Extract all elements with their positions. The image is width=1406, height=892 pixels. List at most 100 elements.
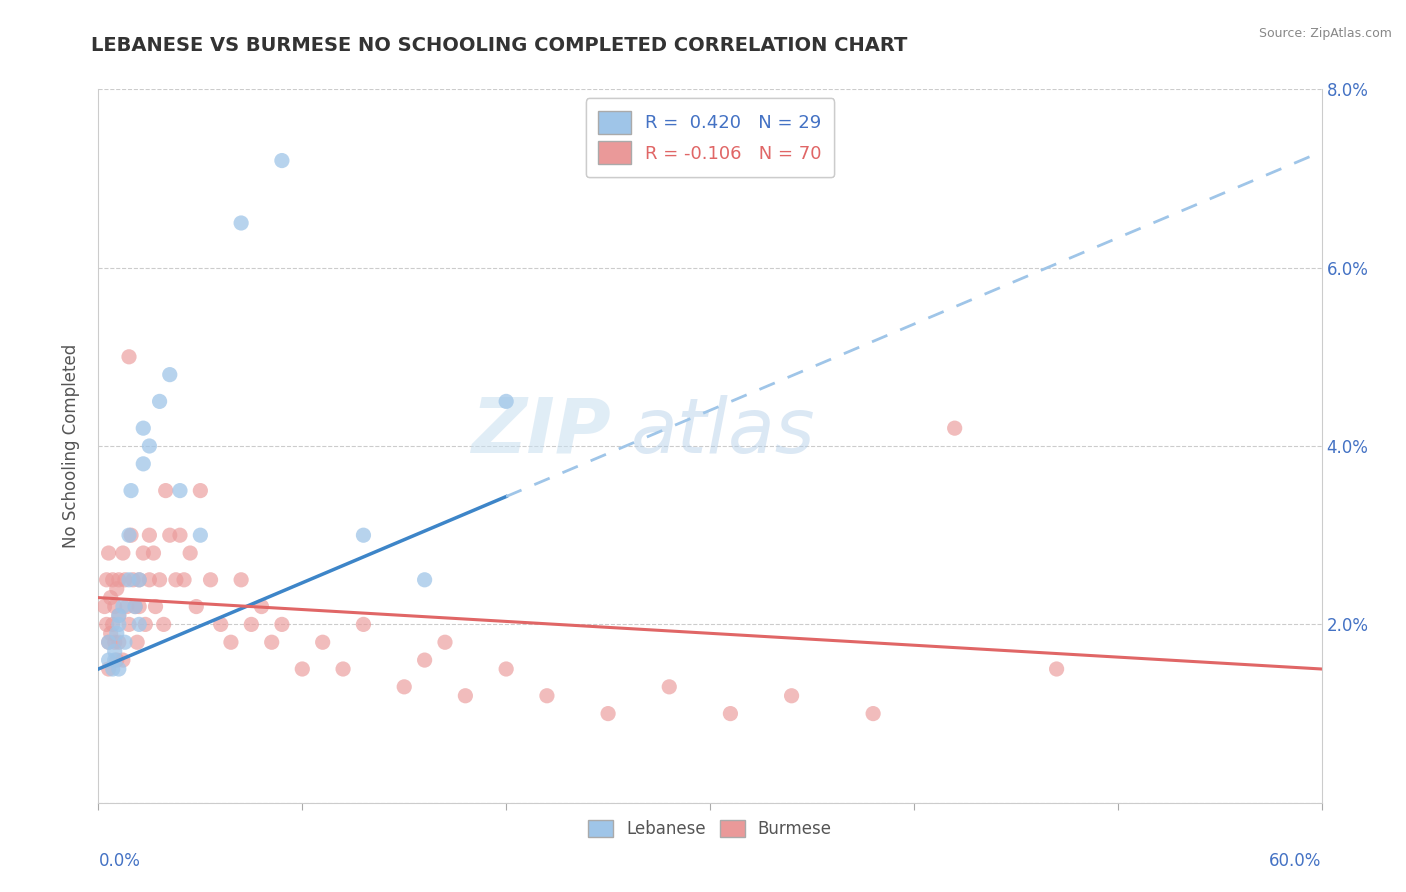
Point [96, 617, 118, 632]
Point [413, 653, 436, 667]
Point [188, 528, 212, 542]
Point [134, 617, 156, 632]
Point [149, 573, 172, 587]
Point [120, 483, 142, 498]
Y-axis label: No Schooling Completed: No Schooling Completed [62, 344, 80, 548]
Point [188, 483, 212, 498]
Point [270, 617, 294, 632]
Point [862, 706, 884, 721]
Point [250, 599, 273, 614]
Point [231, 573, 253, 587]
Point [152, 617, 174, 632]
Point [124, 599, 146, 614]
Point [93, 599, 115, 614]
Point [108, 573, 131, 587]
Point [104, 644, 127, 658]
Text: ZIP: ZIP [472, 395, 612, 468]
Point [219, 635, 242, 649]
Point [159, 528, 181, 542]
Point [115, 599, 138, 614]
Point [173, 573, 195, 587]
Text: Source: ZipAtlas.com: Source: ZipAtlas.com [1258, 27, 1392, 40]
Point [142, 546, 165, 560]
Point [780, 689, 803, 703]
Point [270, 153, 294, 168]
Point [169, 483, 191, 498]
Point [149, 394, 172, 409]
Point [536, 689, 558, 703]
Point [101, 617, 124, 632]
Point [132, 421, 155, 435]
Point [128, 573, 150, 587]
Point [124, 599, 146, 614]
Point [332, 662, 354, 676]
Point [132, 457, 155, 471]
Point [128, 599, 150, 614]
Point [138, 573, 160, 587]
Point [291, 662, 314, 676]
Point [111, 599, 134, 614]
Point [120, 528, 142, 542]
Point [111, 546, 134, 560]
Point [312, 635, 335, 649]
Point [186, 599, 208, 614]
Point [104, 599, 127, 614]
Point [159, 368, 181, 382]
Point [104, 653, 127, 667]
Point [231, 216, 253, 230]
Point [108, 608, 131, 623]
Point [598, 706, 620, 721]
Legend: Lebanese, Burmese: Lebanese, Burmese [582, 813, 838, 845]
Point [97, 662, 120, 676]
Point [138, 439, 160, 453]
Point [128, 617, 150, 632]
Point [495, 394, 517, 409]
Text: 60.0%: 60.0% [1270, 852, 1322, 870]
Point [658, 680, 681, 694]
Point [101, 662, 124, 676]
Point [200, 573, 222, 587]
Point [155, 483, 177, 498]
Point [101, 573, 124, 587]
Point [105, 582, 128, 596]
Point [260, 635, 283, 649]
Point [97, 635, 120, 649]
Point [179, 546, 201, 560]
Point [105, 653, 128, 667]
Point [97, 546, 120, 560]
Point [108, 635, 131, 649]
Point [97, 635, 120, 649]
Point [108, 662, 131, 676]
Point [100, 626, 122, 640]
Point [165, 573, 187, 587]
Point [122, 573, 145, 587]
Point [105, 626, 128, 640]
Point [1045, 662, 1069, 676]
Text: 0.0%: 0.0% [98, 852, 141, 870]
Point [104, 635, 127, 649]
Point [96, 573, 118, 587]
Text: atlas: atlas [630, 395, 815, 468]
Point [132, 546, 155, 560]
Point [111, 653, 134, 667]
Point [495, 662, 517, 676]
Point [100, 591, 122, 605]
Point [413, 573, 436, 587]
Point [209, 617, 232, 632]
Point [352, 528, 374, 542]
Point [128, 573, 150, 587]
Point [118, 528, 141, 542]
Point [943, 421, 966, 435]
Point [240, 617, 263, 632]
Point [108, 617, 131, 632]
Point [114, 635, 136, 649]
Point [434, 635, 457, 649]
Point [108, 608, 131, 623]
Point [118, 573, 141, 587]
Point [114, 573, 136, 587]
Point [352, 617, 374, 632]
Point [138, 528, 160, 542]
Point [392, 680, 416, 694]
Point [127, 635, 149, 649]
Point [169, 528, 191, 542]
